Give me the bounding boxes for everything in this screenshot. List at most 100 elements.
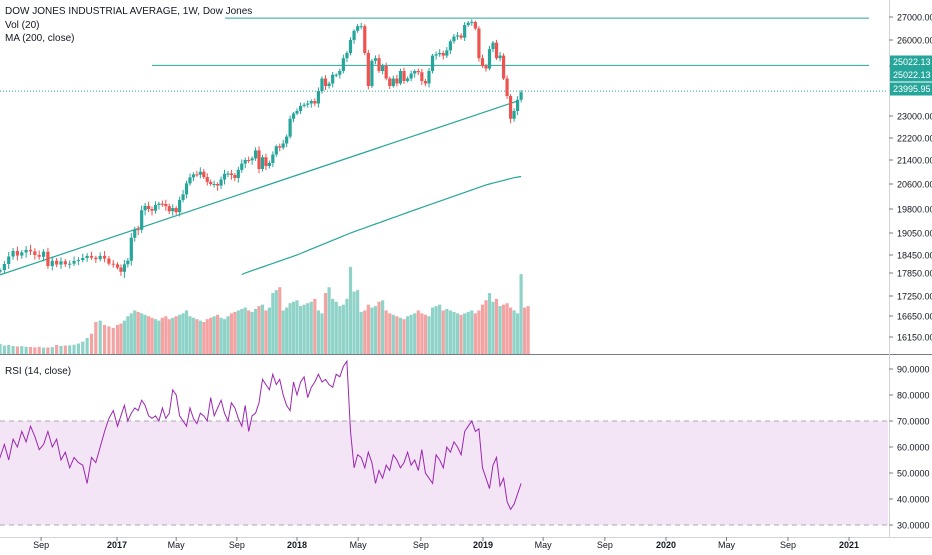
symbol-legend[interactable]: DOW JONES INDUSTRIAL AVERAGE, 1W, Dow Jo… [5, 6, 253, 17]
candle-body [455, 35, 460, 37]
volume-bar [7, 345, 11, 354]
candle-body [323, 78, 328, 86]
volume-bar [288, 303, 292, 354]
volume-bar [323, 293, 328, 354]
candle-body [63, 261, 67, 265]
volume-bar [107, 326, 111, 354]
candle-body [146, 205, 151, 209]
candle-body [59, 261, 63, 265]
candle-body [115, 264, 120, 268]
candle-body [119, 267, 123, 272]
candle-body [420, 72, 424, 81]
candle-body [212, 184, 216, 185]
candle-body [370, 60, 374, 86]
candle-body [345, 53, 349, 59]
volume-bar [494, 298, 499, 354]
volume-bar [115, 324, 120, 354]
candle-body [174, 208, 178, 213]
candle-body [395, 78, 399, 84]
candle-body [359, 26, 363, 28]
price-axis-label: 17250.00 [897, 292, 932, 302]
volume-bar [515, 313, 520, 354]
candle-body [11, 250, 15, 257]
candle-body [76, 260, 81, 262]
volume-bar [370, 307, 374, 354]
rsi-legend[interactable]: RSI (14, close) [5, 366, 72, 377]
candle-body [107, 258, 111, 264]
candle-body [430, 55, 435, 71]
volume-bar [98, 320, 102, 354]
volume-bar [455, 313, 460, 354]
volume-bar [445, 309, 449, 354]
candle-body [205, 177, 209, 182]
volume-bar [430, 307, 435, 354]
volume-bar [441, 310, 445, 354]
volume-bar [313, 298, 317, 354]
price-axis-label: 20600.00 [897, 180, 932, 190]
candle-body [487, 49, 492, 69]
candle-body [505, 78, 509, 96]
volume-bar [184, 310, 189, 354]
candle-body [448, 41, 452, 51]
volume-bar [501, 304, 506, 354]
candle-body [508, 96, 513, 119]
volume-bar [341, 304, 345, 354]
candle-body [20, 252, 24, 256]
volume-bar [72, 344, 76, 354]
volume-bar [398, 317, 403, 354]
price-axis-label: 17850.00 [897, 269, 932, 279]
candle-body [28, 249, 33, 252]
volume-bar [274, 290, 278, 354]
price-label-box [890, 82, 932, 96]
volume-bar [512, 310, 516, 354]
time-axis-label: May [168, 540, 186, 550]
candle-body [271, 154, 275, 163]
candle-body [295, 111, 299, 114]
candle-body [409, 73, 413, 79]
candle-body [416, 71, 420, 73]
volume-bar [359, 311, 363, 354]
volume-bar [487, 293, 492, 354]
candle-body [327, 83, 331, 86]
volume-bar [236, 310, 240, 354]
volume-bar [434, 306, 438, 354]
volume-bar [281, 310, 285, 354]
volume-legend[interactable]: Vol (20) [5, 20, 40, 31]
volume-bar [285, 307, 289, 354]
candle-body [331, 74, 335, 84]
price-label-text: 25022.13 [893, 57, 931, 67]
volume-bar [413, 313, 417, 354]
price-axis-label: 18450.00 [897, 251, 932, 261]
candle-body [85, 255, 89, 258]
candle-body [72, 261, 76, 264]
volume-bar [348, 266, 353, 354]
volume-bar [331, 298, 335, 354]
volume-bar [171, 317, 175, 354]
volume-bar [526, 306, 530, 354]
candle-body [285, 136, 289, 144]
candle-body [46, 251, 50, 267]
candle-body [413, 71, 417, 74]
volume-bar [181, 313, 185, 354]
candle-body [427, 71, 431, 84]
volume-bar [202, 322, 206, 354]
volume-bar [205, 319, 209, 354]
volume-bar [233, 311, 237, 354]
candle-body [477, 28, 481, 59]
volume-bar [480, 304, 485, 354]
candle-body [348, 40, 353, 53]
volume-bar [452, 311, 456, 354]
candle-body [473, 22, 477, 29]
volume-bar [222, 319, 227, 354]
candle-body [233, 175, 237, 178]
volume-bar [143, 314, 147, 354]
ma-legend[interactable]: MA (200, close) [5, 33, 75, 44]
volume-bar [366, 304, 370, 354]
candle-body [498, 55, 502, 59]
volume-bar [470, 310, 474, 354]
volume-bar [212, 316, 216, 354]
price-axis-label: 19800.00 [897, 205, 932, 215]
volume-bar [519, 274, 523, 354]
